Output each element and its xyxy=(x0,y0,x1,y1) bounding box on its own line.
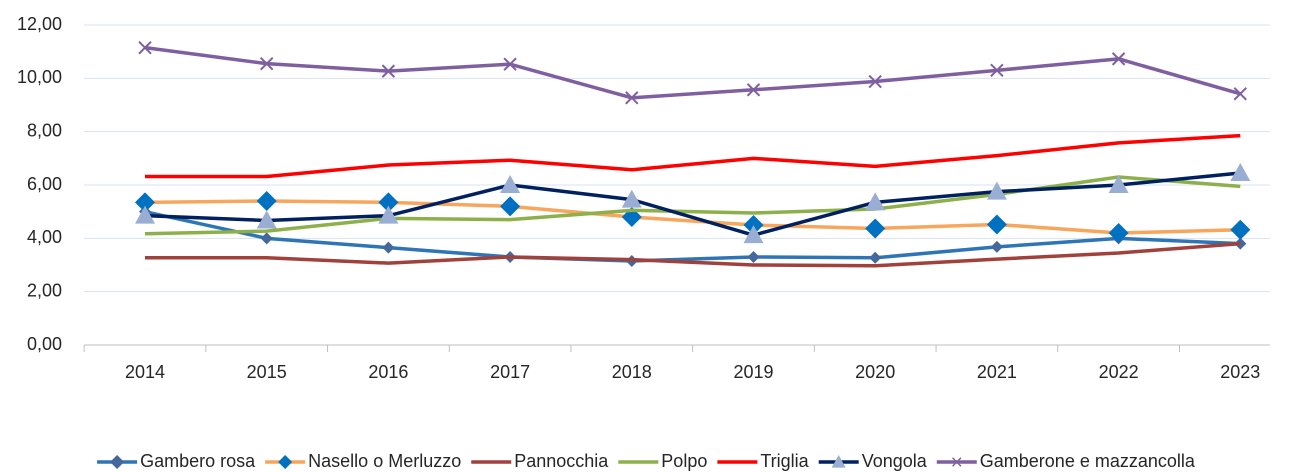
marker xyxy=(278,455,293,469)
marker xyxy=(865,192,886,211)
y-tick-label: 10,00 xyxy=(17,67,62,87)
marker xyxy=(868,74,882,89)
series-line xyxy=(144,171,1241,237)
marker xyxy=(746,83,761,97)
x-tick-label: 2022 xyxy=(1099,362,1139,382)
marker xyxy=(1230,219,1251,240)
marker xyxy=(865,218,886,239)
legend-label: Triglia xyxy=(760,451,809,471)
x-tick-label: 2014 xyxy=(125,362,165,382)
x-tick-label: 2021 xyxy=(977,362,1017,382)
x-tick-label: 2017 xyxy=(490,362,530,382)
marker xyxy=(138,40,152,55)
marker xyxy=(503,57,517,71)
marker xyxy=(1108,175,1129,193)
marker xyxy=(986,214,1007,235)
legend-label: Pannocchia xyxy=(514,451,609,471)
y-tick-label: 6,00 xyxy=(27,174,62,194)
marker xyxy=(256,210,277,229)
marker xyxy=(378,192,399,213)
marker xyxy=(1108,223,1129,243)
marker xyxy=(1233,87,1248,101)
series-line xyxy=(144,175,1241,236)
x-tick-label: 2023 xyxy=(1220,362,1260,382)
legend-label: Gambero rosa xyxy=(140,451,256,471)
marker xyxy=(952,457,962,467)
marker xyxy=(743,225,764,244)
legend-label: Vongola xyxy=(862,451,928,471)
legend: Gambero rosa Nasello o Merluzzo Pannocchia… xyxy=(97,451,1196,471)
marker xyxy=(990,63,1004,78)
series-line xyxy=(144,199,1241,235)
marker xyxy=(747,251,760,263)
marker xyxy=(500,196,521,217)
marker xyxy=(625,91,639,105)
y-tick-label: 8,00 xyxy=(27,120,62,140)
x-tick-label: 2020 xyxy=(855,362,895,382)
series-line xyxy=(144,209,1241,263)
marker xyxy=(1230,163,1251,181)
marker xyxy=(381,64,396,78)
legend-label: Polpo xyxy=(661,451,707,471)
marker xyxy=(990,240,1003,253)
marker xyxy=(259,56,274,71)
marker xyxy=(110,455,125,469)
marker xyxy=(256,191,277,211)
marker xyxy=(869,251,882,264)
marker xyxy=(135,205,155,224)
y-tick-label: 12,00 xyxy=(17,14,62,34)
x-tick-label: 2019 xyxy=(733,362,773,382)
y-tick-label: 0,00 xyxy=(27,334,62,354)
marker xyxy=(743,215,764,235)
marker xyxy=(621,189,642,208)
marker xyxy=(1111,52,1126,66)
x-tick-label: 2015 xyxy=(247,362,287,382)
series-line xyxy=(145,133,1241,179)
series-line xyxy=(145,241,1241,268)
y-tick-label: 2,00 xyxy=(27,280,62,300)
legend-label: Gamberone e mazzancolla xyxy=(980,451,1196,471)
marker xyxy=(500,175,521,193)
marker xyxy=(378,205,399,224)
series-line xyxy=(144,45,1241,100)
marker xyxy=(135,192,155,213)
marker xyxy=(986,181,1007,200)
x-tick-label: 2018 xyxy=(612,362,652,382)
y-tick-label: 4,00 xyxy=(27,227,62,247)
x-tick-label: 2016 xyxy=(368,362,408,382)
legend-label: Nasello o Merluzzo xyxy=(308,451,461,471)
marker xyxy=(382,241,395,254)
marker xyxy=(831,455,846,468)
marker xyxy=(260,232,273,245)
